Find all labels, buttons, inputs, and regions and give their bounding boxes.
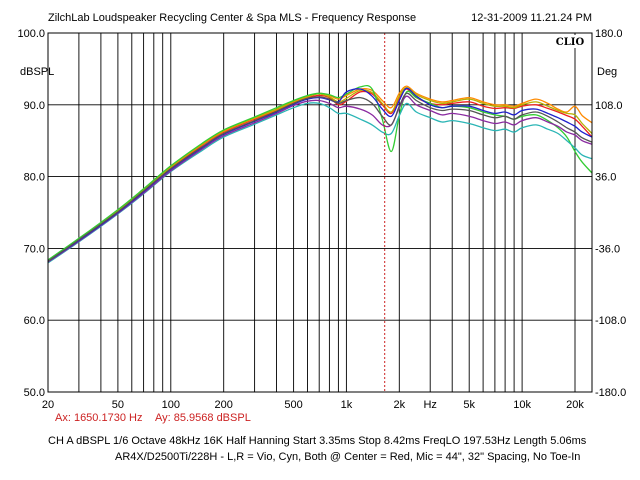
x-tick-label: 50 bbox=[112, 399, 124, 411]
measurement-description: AR4X/D2500Ti/228H - L,R = Vio, Cyn, Both… bbox=[115, 451, 580, 463]
y2-tick-label: -36.0 bbox=[595, 243, 620, 255]
axis-labels: 50.0 60.0 70.0 80.0 90.0 100.0 -180.0 -108.0 -36… bbox=[17, 28, 626, 411]
y-tick-label: 100.0 bbox=[17, 28, 45, 40]
y2-tick-label: 108.0 bbox=[595, 100, 623, 112]
y-tick-label: 90.0 bbox=[24, 100, 45, 112]
y-tick-label: 60.0 bbox=[24, 315, 45, 327]
y-tick-label: 80.0 bbox=[24, 172, 45, 184]
response-curves bbox=[47, 84, 593, 264]
clio-logo: CLIO bbox=[556, 37, 585, 48]
series-line bbox=[47, 92, 593, 262]
x-tick-label: 100 bbox=[162, 399, 180, 411]
x-tick-label: 20 bbox=[42, 399, 54, 411]
chart-title: ZilchLab Loudspeaker Recycling Center & … bbox=[48, 12, 416, 24]
series-line bbox=[47, 95, 593, 263]
timestamp: 12-31-2009 11.21.24 PM bbox=[471, 12, 592, 24]
y2-tick-label: -180.0 bbox=[595, 387, 626, 399]
y2-tick-label: 180.0 bbox=[595, 28, 623, 40]
x-tick-label: 5k bbox=[463, 399, 475, 411]
y-tick-label: 50.0 bbox=[24, 387, 45, 399]
series-line bbox=[47, 84, 593, 261]
y2-tick-label: -108.0 bbox=[595, 315, 626, 327]
cursor-level-readout: Ay: 85.9568 dBSPL bbox=[155, 412, 251, 424]
y2-axis-label: Deg bbox=[597, 66, 617, 78]
series-line bbox=[47, 88, 593, 262]
brand-badge bbox=[551, 35, 589, 48]
x-tick-label: 200 bbox=[215, 399, 233, 411]
cursor-frequency-readout: Ax: 1650.1730 Hz bbox=[55, 412, 142, 424]
x-tick-label: Hz bbox=[423, 399, 436, 411]
plot-frame bbox=[47, 32, 593, 393]
plot-grid bbox=[47, 33, 592, 392]
series-line bbox=[47, 85, 593, 262]
series-line bbox=[47, 87, 593, 262]
x-tick-label: 10k bbox=[513, 399, 531, 411]
series-line bbox=[47, 102, 593, 264]
y2-tick-label: 36.0 bbox=[595, 172, 616, 184]
measurement-settings: CH A dBSPL 1/6 Octave 48kHz 16K Half Han… bbox=[48, 435, 587, 447]
x-tick-label: 20k bbox=[566, 399, 584, 411]
x-tick-label: 2k bbox=[393, 399, 405, 411]
x-tick-label: 500 bbox=[284, 399, 302, 411]
y-tick-label: 70.0 bbox=[24, 243, 45, 255]
y-axis-label: dBSPL bbox=[20, 66, 54, 78]
x-tick-label: 1k bbox=[341, 399, 353, 411]
